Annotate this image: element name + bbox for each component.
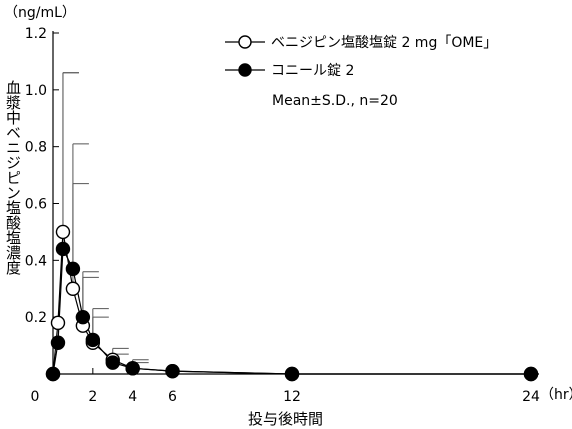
y-unit-label: （ng/mL） xyxy=(4,5,76,21)
legend-filled-circle-marker xyxy=(225,63,265,77)
legend-label-coniel: コニール錠 2 xyxy=(271,63,355,79)
data-point-coniel xyxy=(75,309,91,325)
x-tick-label: 4 xyxy=(128,389,137,405)
data-point-coniel xyxy=(85,332,101,348)
data-point-generic xyxy=(50,315,66,331)
x-tick-label: 24 xyxy=(522,389,540,405)
y-tick-label: 0.6 xyxy=(25,197,47,213)
series-lines-layer xyxy=(52,231,531,375)
data-point-coniel xyxy=(65,261,81,277)
data-point-coniel xyxy=(45,366,61,382)
x-tick-label: 0 xyxy=(31,389,40,405)
tick-labels-layer: 0.20.40.60.81.01.20 2 4 6 12 24 xyxy=(25,26,540,405)
stats-annotation: Mean±S.D., n=20 xyxy=(272,93,398,109)
error-bars-layer xyxy=(62,72,149,369)
y-tick-label: 1.0 xyxy=(25,83,47,99)
data-point-generic xyxy=(55,224,71,240)
data-point-coniel xyxy=(284,366,300,382)
series-line-generic xyxy=(52,231,531,375)
data-point-coniel xyxy=(523,366,539,382)
x-tick-label: 12 xyxy=(283,389,301,405)
data-point-coniel xyxy=(55,241,71,257)
y-axis-title: 血漿中ベニジピン塩酸塩濃度 xyxy=(4,80,22,275)
data-point-coniel xyxy=(50,335,66,350)
legend-item-coniel: コニール錠 2 xyxy=(225,61,354,79)
legend-item-generic: ベニジピン塩酸塩錠 2 mg「OME」 xyxy=(225,33,497,51)
data-point-coniel xyxy=(105,355,120,370)
axes-layer xyxy=(52,31,539,375)
y-tick-label: 1.2 xyxy=(25,26,47,42)
y-tick-label: 0.2 xyxy=(25,310,47,326)
legend-label-generic: ベニジピン塩酸塩錠 2 mg「OME」 xyxy=(271,35,498,51)
x-tick-label: 2 xyxy=(88,389,97,405)
series-line-coniel xyxy=(52,246,531,375)
x-unit-label: （hr） xyxy=(540,387,572,403)
data-points-layer xyxy=(45,224,539,382)
y-tick-label: 0.4 xyxy=(25,253,47,269)
y-tick-label: 0.8 xyxy=(25,140,47,156)
data-point-coniel xyxy=(125,361,140,376)
legend-open-circle-marker xyxy=(225,35,265,49)
x-tick-label: 6 xyxy=(168,389,177,405)
data-point-generic xyxy=(65,281,81,296)
x-axis-title: 投与後時間 xyxy=(248,410,324,428)
data-point-coniel xyxy=(165,363,180,379)
